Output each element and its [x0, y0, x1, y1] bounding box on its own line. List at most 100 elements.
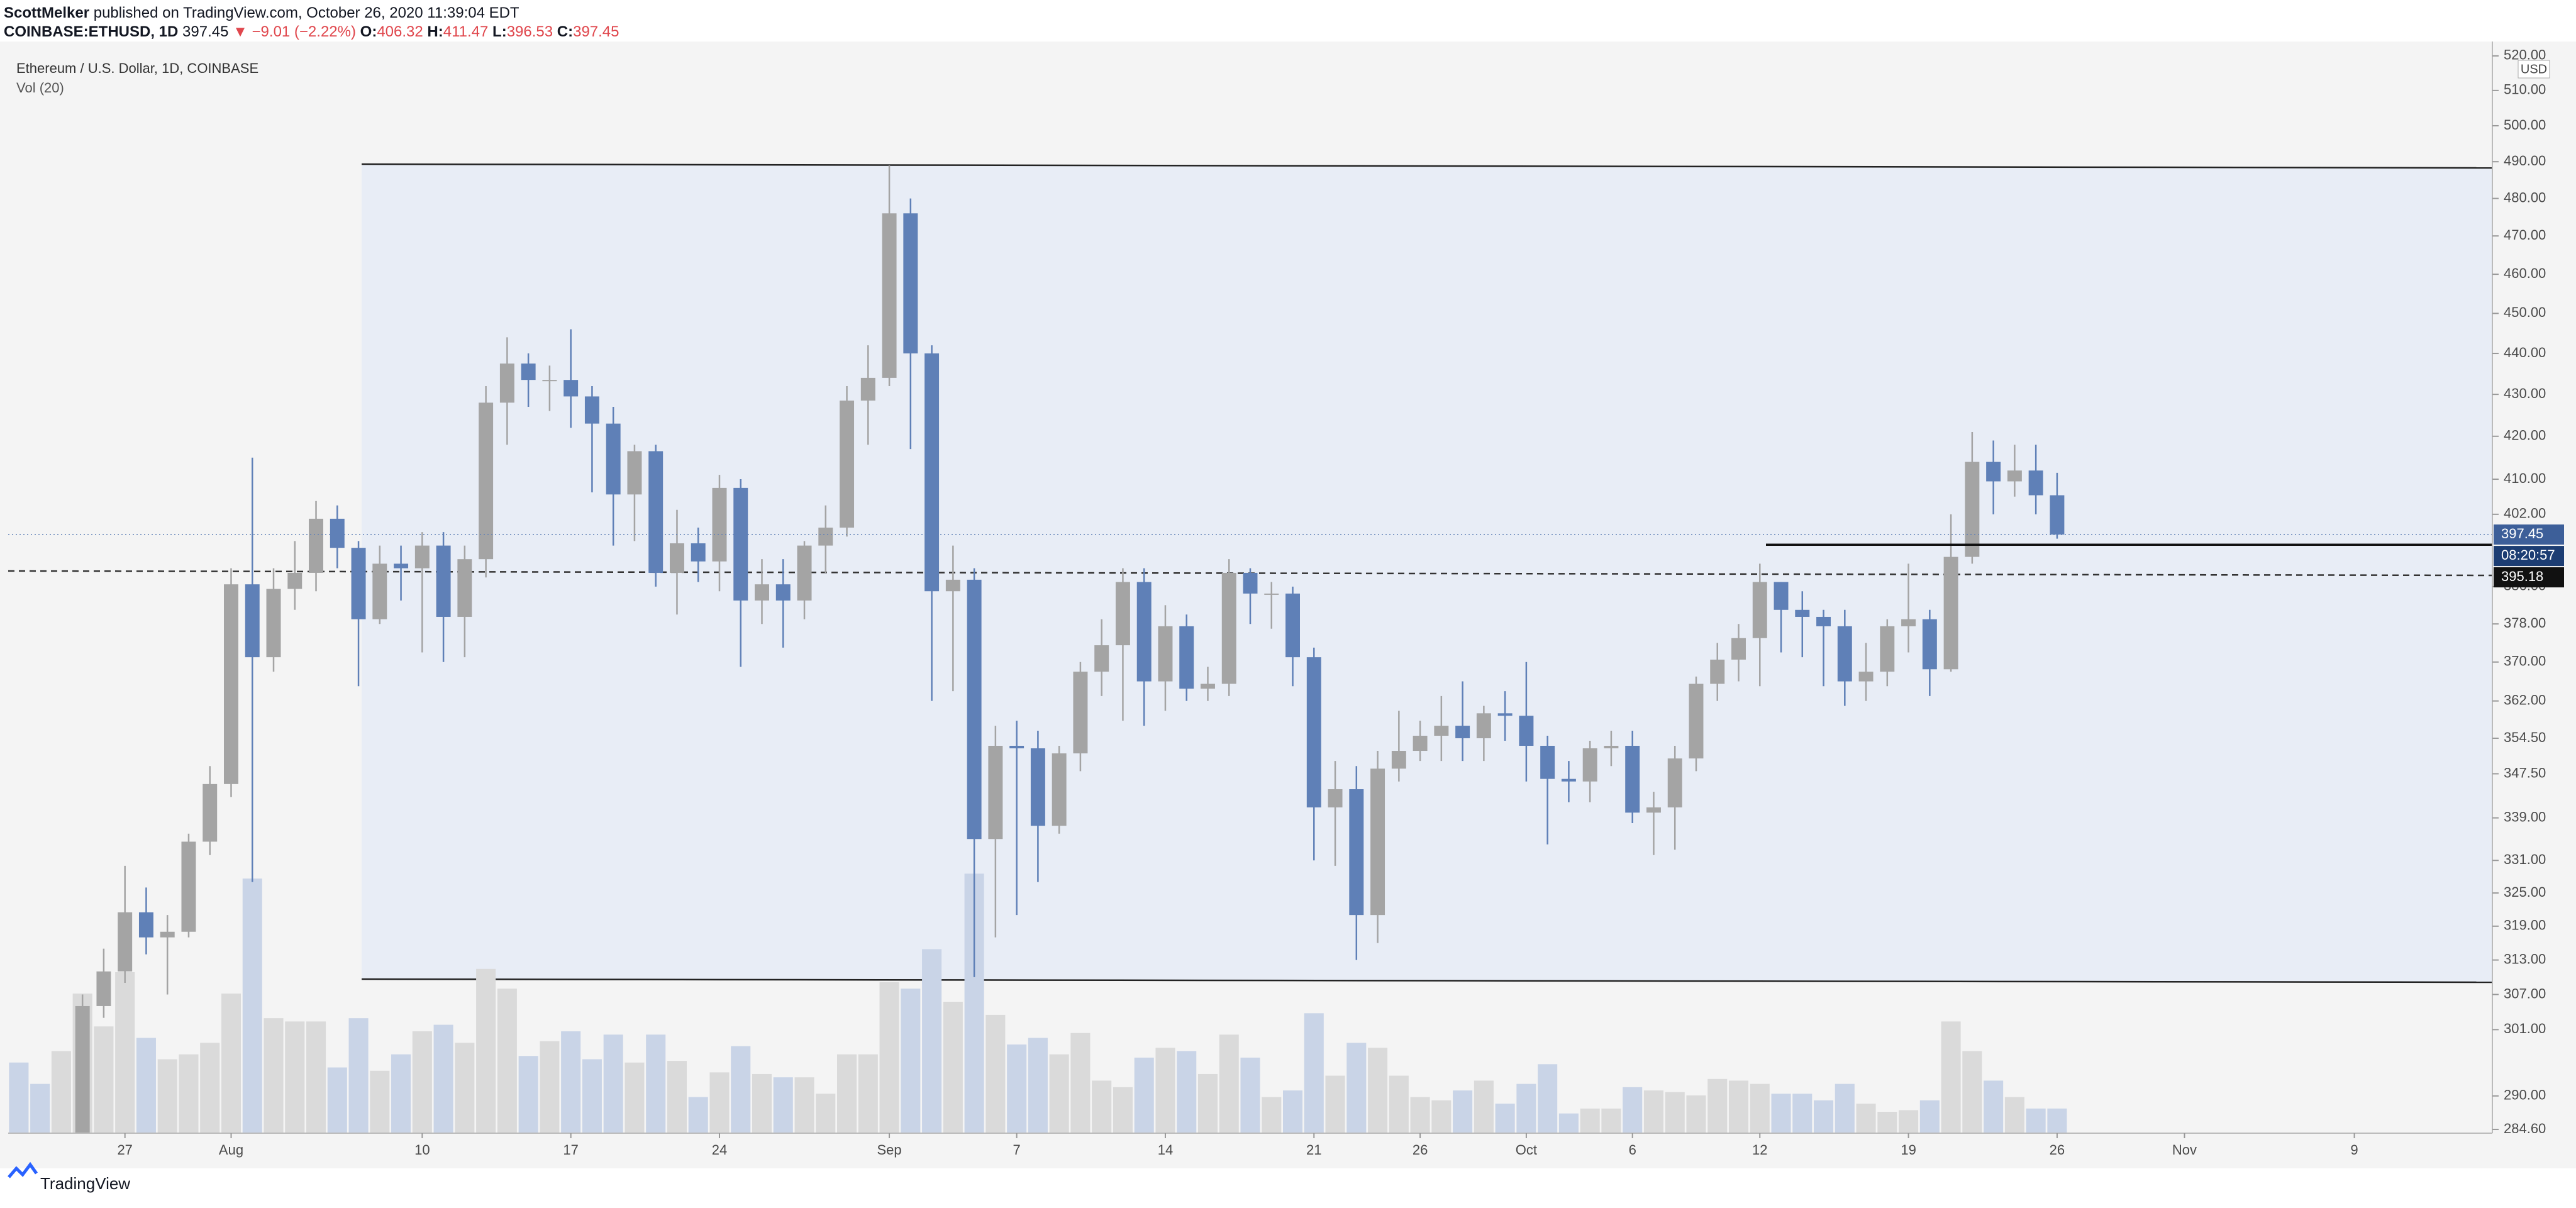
volume-bar [1538, 1064, 1558, 1133]
legend-instrument: Ethereum / U.S. Dollar, 1D, COINBASE [16, 60, 258, 76]
volume-bar [1453, 1090, 1473, 1133]
candle-body [691, 543, 706, 562]
y-tick-label: 370.00 [2504, 653, 2546, 669]
countdown: 08:20:57 [2501, 547, 2555, 563]
volume-bar [1919, 1100, 1940, 1133]
ohlc-value: 396.53 [507, 23, 553, 40]
candle-body [75, 1006, 90, 1133]
candle-body [138, 912, 153, 938]
candle-body [436, 545, 451, 617]
volume-bar [1049, 1054, 1069, 1133]
candle-body [882, 213, 897, 378]
volume-bar [1707, 1078, 1728, 1133]
last: 397.45 [182, 23, 228, 40]
level-label: 395.18 [2501, 568, 2543, 584]
y-tick-label: 450.00 [2504, 304, 2546, 320]
volume-bar [1389, 1075, 1409, 1133]
candle-body [775, 584, 791, 601]
candle-body [627, 451, 642, 495]
volume-bar [922, 949, 942, 1133]
volume-bar [540, 1041, 560, 1133]
volume-bar [1856, 1103, 1876, 1133]
candle-body [1858, 672, 1874, 682]
y-tick-label: 347.50 [2504, 765, 2546, 780]
volume-bar [858, 1054, 878, 1133]
volume-bar [582, 1059, 602, 1133]
candle-body [1646, 807, 1661, 813]
volume-bar [391, 1054, 411, 1133]
candle-body [414, 545, 430, 568]
y-tick-label: 470.00 [2504, 227, 2546, 243]
x-tick-label: 17 [563, 1142, 578, 1158]
candle-body [499, 363, 514, 403]
volume-bar [264, 1018, 284, 1133]
candle-body [669, 543, 684, 573]
candle-body [1774, 582, 1789, 610]
candle-body [1901, 619, 1916, 626]
brand: TradingView [40, 1174, 130, 1193]
y-tick-label: 339.00 [2504, 809, 2546, 824]
symbol: COINBASE:ETHUSD, 1D [4, 23, 178, 40]
y-tick-label: 362.00 [2504, 692, 2546, 707]
candle-body [96, 971, 111, 1006]
candle-body [181, 841, 196, 932]
volume-bar [1877, 1112, 1897, 1133]
volume-bar [51, 1051, 71, 1133]
candle-body [160, 931, 175, 938]
volume-bar [688, 1097, 708, 1133]
volume-bar [1601, 1108, 1621, 1133]
header-line-1: ScottMelker published on TradingView.com… [4, 4, 519, 21]
candle-body [1519, 716, 1534, 746]
volume-bar [497, 989, 517, 1133]
volume-bar [901, 989, 921, 1133]
candle-body [797, 545, 812, 601]
x-tick-label: 26 [2050, 1142, 2065, 1158]
candle-body [606, 423, 621, 495]
y-tick-label: 284.60 [2504, 1121, 2546, 1136]
volume-bar [1282, 1090, 1303, 1133]
candle-body [1880, 626, 1895, 672]
y-tick-label: 307.00 [2504, 985, 2546, 1001]
candle-body [1625, 745, 1640, 813]
candle-body [1094, 645, 1109, 672]
x-tick-label: Aug [219, 1142, 243, 1158]
candle-body [1986, 462, 2001, 482]
candle-body [1413, 735, 1428, 751]
volume-bar [476, 968, 496, 1133]
volume-bar [9, 1062, 29, 1133]
candle-body [564, 380, 579, 397]
candle-body [287, 572, 303, 589]
y-tick-label: 378.00 [2504, 615, 2546, 631]
volume-bar [943, 1002, 963, 1133]
plot-area [8, 163, 2492, 1133]
volume-bar [603, 1034, 623, 1133]
volume-bar [412, 1031, 432, 1133]
volume-bar [709, 1072, 730, 1133]
candle-body [1391, 751, 1406, 769]
y-tick-label: 410.00 [2504, 470, 2546, 486]
candle-body [245, 584, 260, 658]
x-tick-label: 21 [1306, 1142, 1321, 1158]
volume-bar [794, 1077, 814, 1133]
volume-bar [1262, 1097, 1282, 1133]
candle-body [1073, 672, 1088, 754]
volume-bar [1941, 1021, 1961, 1133]
volume-bar [731, 1046, 751, 1133]
candle-body [1370, 768, 1385, 916]
volume-bar [1814, 1100, 1834, 1133]
candle-body [1030, 748, 1045, 826]
volume-bar [1113, 1087, 1133, 1133]
volume-bar [348, 1018, 369, 1133]
candle-body [818, 528, 833, 546]
volume-bar [306, 1021, 326, 1133]
candle-body [1561, 779, 1576, 782]
x-tick-label: Nov [2172, 1142, 2197, 1158]
candle-body [840, 401, 855, 528]
y-tick-label: 331.00 [2504, 851, 2546, 867]
volume-bar [1835, 1083, 1855, 1133]
y-tick-label: 430.00 [2504, 385, 2546, 401]
volume-bar [370, 1070, 390, 1133]
range-bottom [361, 978, 2492, 984]
countdown-box [2494, 546, 2564, 567]
candle-body [648, 451, 663, 573]
